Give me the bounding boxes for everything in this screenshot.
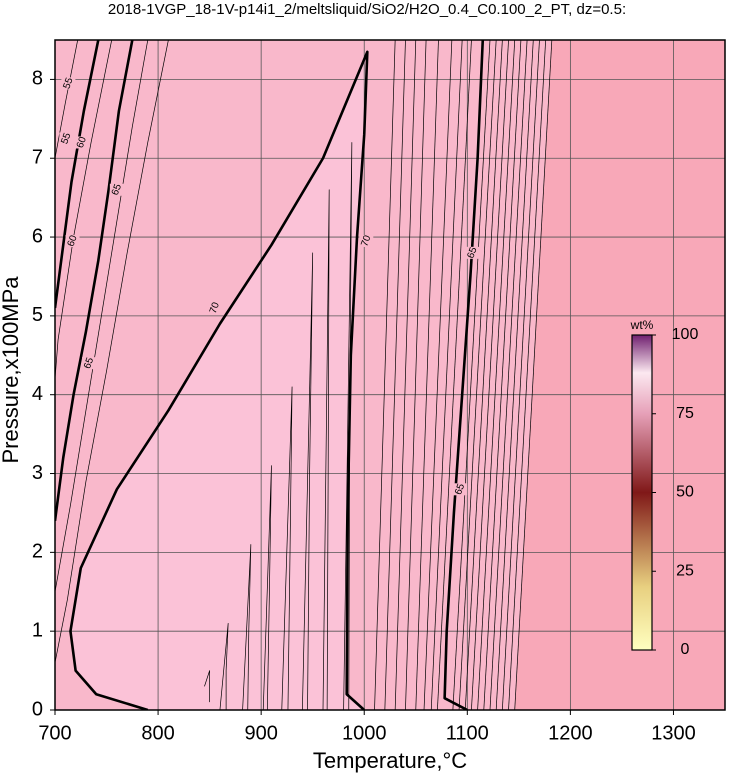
contour-line — [452, 40, 491, 710]
x-axis-label: Temperature,°C — [313, 748, 467, 773]
contour-line — [384, 40, 406, 710]
contour-label: 60 — [75, 135, 89, 150]
x-tick-label: 900 — [244, 722, 277, 744]
y-tick-label: 4 — [32, 383, 43, 405]
contour-line — [55, 40, 169, 663]
colorbar-tick-label: 25 — [676, 562, 694, 579]
outer-region — [514, 40, 725, 710]
contour-line — [322, 189, 330, 710]
colorbar-label: wt% — [630, 318, 654, 332]
y-tick-label: 6 — [32, 225, 43, 247]
plot-frame — [54, 39, 726, 711]
y-tick-label: 2 — [32, 541, 43, 563]
contour-label-bg — [59, 132, 74, 145]
colorbar-tick-label: 0 — [681, 641, 690, 658]
contour-line — [458, 40, 497, 710]
contour-line — [508, 40, 546, 710]
contour-label: 65 — [82, 356, 96, 371]
contour-line — [477, 40, 516, 710]
contour-line — [374, 40, 396, 710]
contour-line — [219, 622, 229, 710]
contour-label-bg — [359, 235, 374, 247]
colorbar-tick-label: 50 — [676, 484, 694, 501]
contour-line — [489, 40, 528, 710]
x-tick-label: 1100 — [446, 722, 489, 744]
contour-label: 65 — [453, 482, 467, 497]
contour-line — [471, 40, 509, 710]
contour-label: 70 — [359, 234, 373, 249]
contour-label-bg — [82, 357, 97, 370]
x-tick-label: 1000 — [342, 722, 387, 744]
contour-line — [464, 40, 503, 710]
contour-line — [430, 40, 463, 710]
contour-line — [55, 40, 79, 159]
y-tick-label: 0 — [32, 698, 43, 720]
contour-line — [514, 40, 553, 710]
contour-line — [262, 465, 272, 710]
contour-line — [55, 40, 134, 521]
x-tick-label: 1300 — [651, 722, 696, 744]
x-tick-label: 700 — [38, 722, 71, 744]
contour-line — [242, 544, 252, 710]
contour-line — [302, 252, 314, 710]
y-tick-label: 8 — [32, 68, 43, 90]
contour-line — [495, 40, 534, 710]
contour-line — [405, 40, 427, 710]
contour-label-bg — [465, 246, 480, 259]
contour-line — [55, 40, 100, 309]
contour-line — [55, 40, 149, 592]
contour-label: 65 — [466, 245, 480, 260]
contour-label-bg — [61, 77, 76, 90]
contour-label: 55 — [61, 76, 75, 91]
y-axis-label: Pressure,x100MPa — [0, 276, 23, 464]
contour-label-bg — [109, 183, 124, 196]
colorbar — [631, 334, 653, 651]
contour-label-bg — [453, 483, 468, 496]
contour-line — [343, 142, 353, 710]
contour-label: 65 — [110, 182, 124, 197]
x-tick-label: 800 — [141, 722, 174, 744]
colorbar-tick-label: 100 — [672, 326, 699, 343]
overlay: 700 800 900 1000 1100 1200 1300 0 1 2 3 4 5 6 7 8 wt% 0 25… — [32, 39, 726, 744]
contour-line — [502, 40, 540, 710]
contour-label-bg — [207, 302, 222, 314]
x-tick-label: 1200 — [548, 722, 593, 744]
contour-line — [483, 40, 522, 710]
inner-region — [70, 51, 368, 710]
contour-line — [423, 40, 453, 710]
contour-label: 60 — [66, 234, 80, 249]
contour-label: 70 — [208, 301, 222, 316]
colorbar-tick-label: 75 — [676, 405, 694, 422]
contour-line — [281, 386, 293, 710]
y-tick-label: 3 — [32, 462, 43, 484]
contour-label: 55 — [59, 131, 73, 146]
y-tick-label: 5 — [32, 304, 43, 326]
y-tick-label: 7 — [32, 147, 43, 169]
contour-line — [443, 40, 485, 710]
chart-title: 2018-1VGP_18-1V-p14i1_2/meltsliquid/SiO2… — [108, 1, 626, 18]
contour-line — [394, 40, 417, 710]
contour-line — [204, 670, 210, 703]
y-tick-label: 1 — [32, 619, 43, 641]
contour-label-bg — [74, 136, 89, 149]
contour-line — [437, 40, 472, 710]
contour-label-bg — [65, 235, 80, 247]
contour-line — [415, 40, 439, 710]
